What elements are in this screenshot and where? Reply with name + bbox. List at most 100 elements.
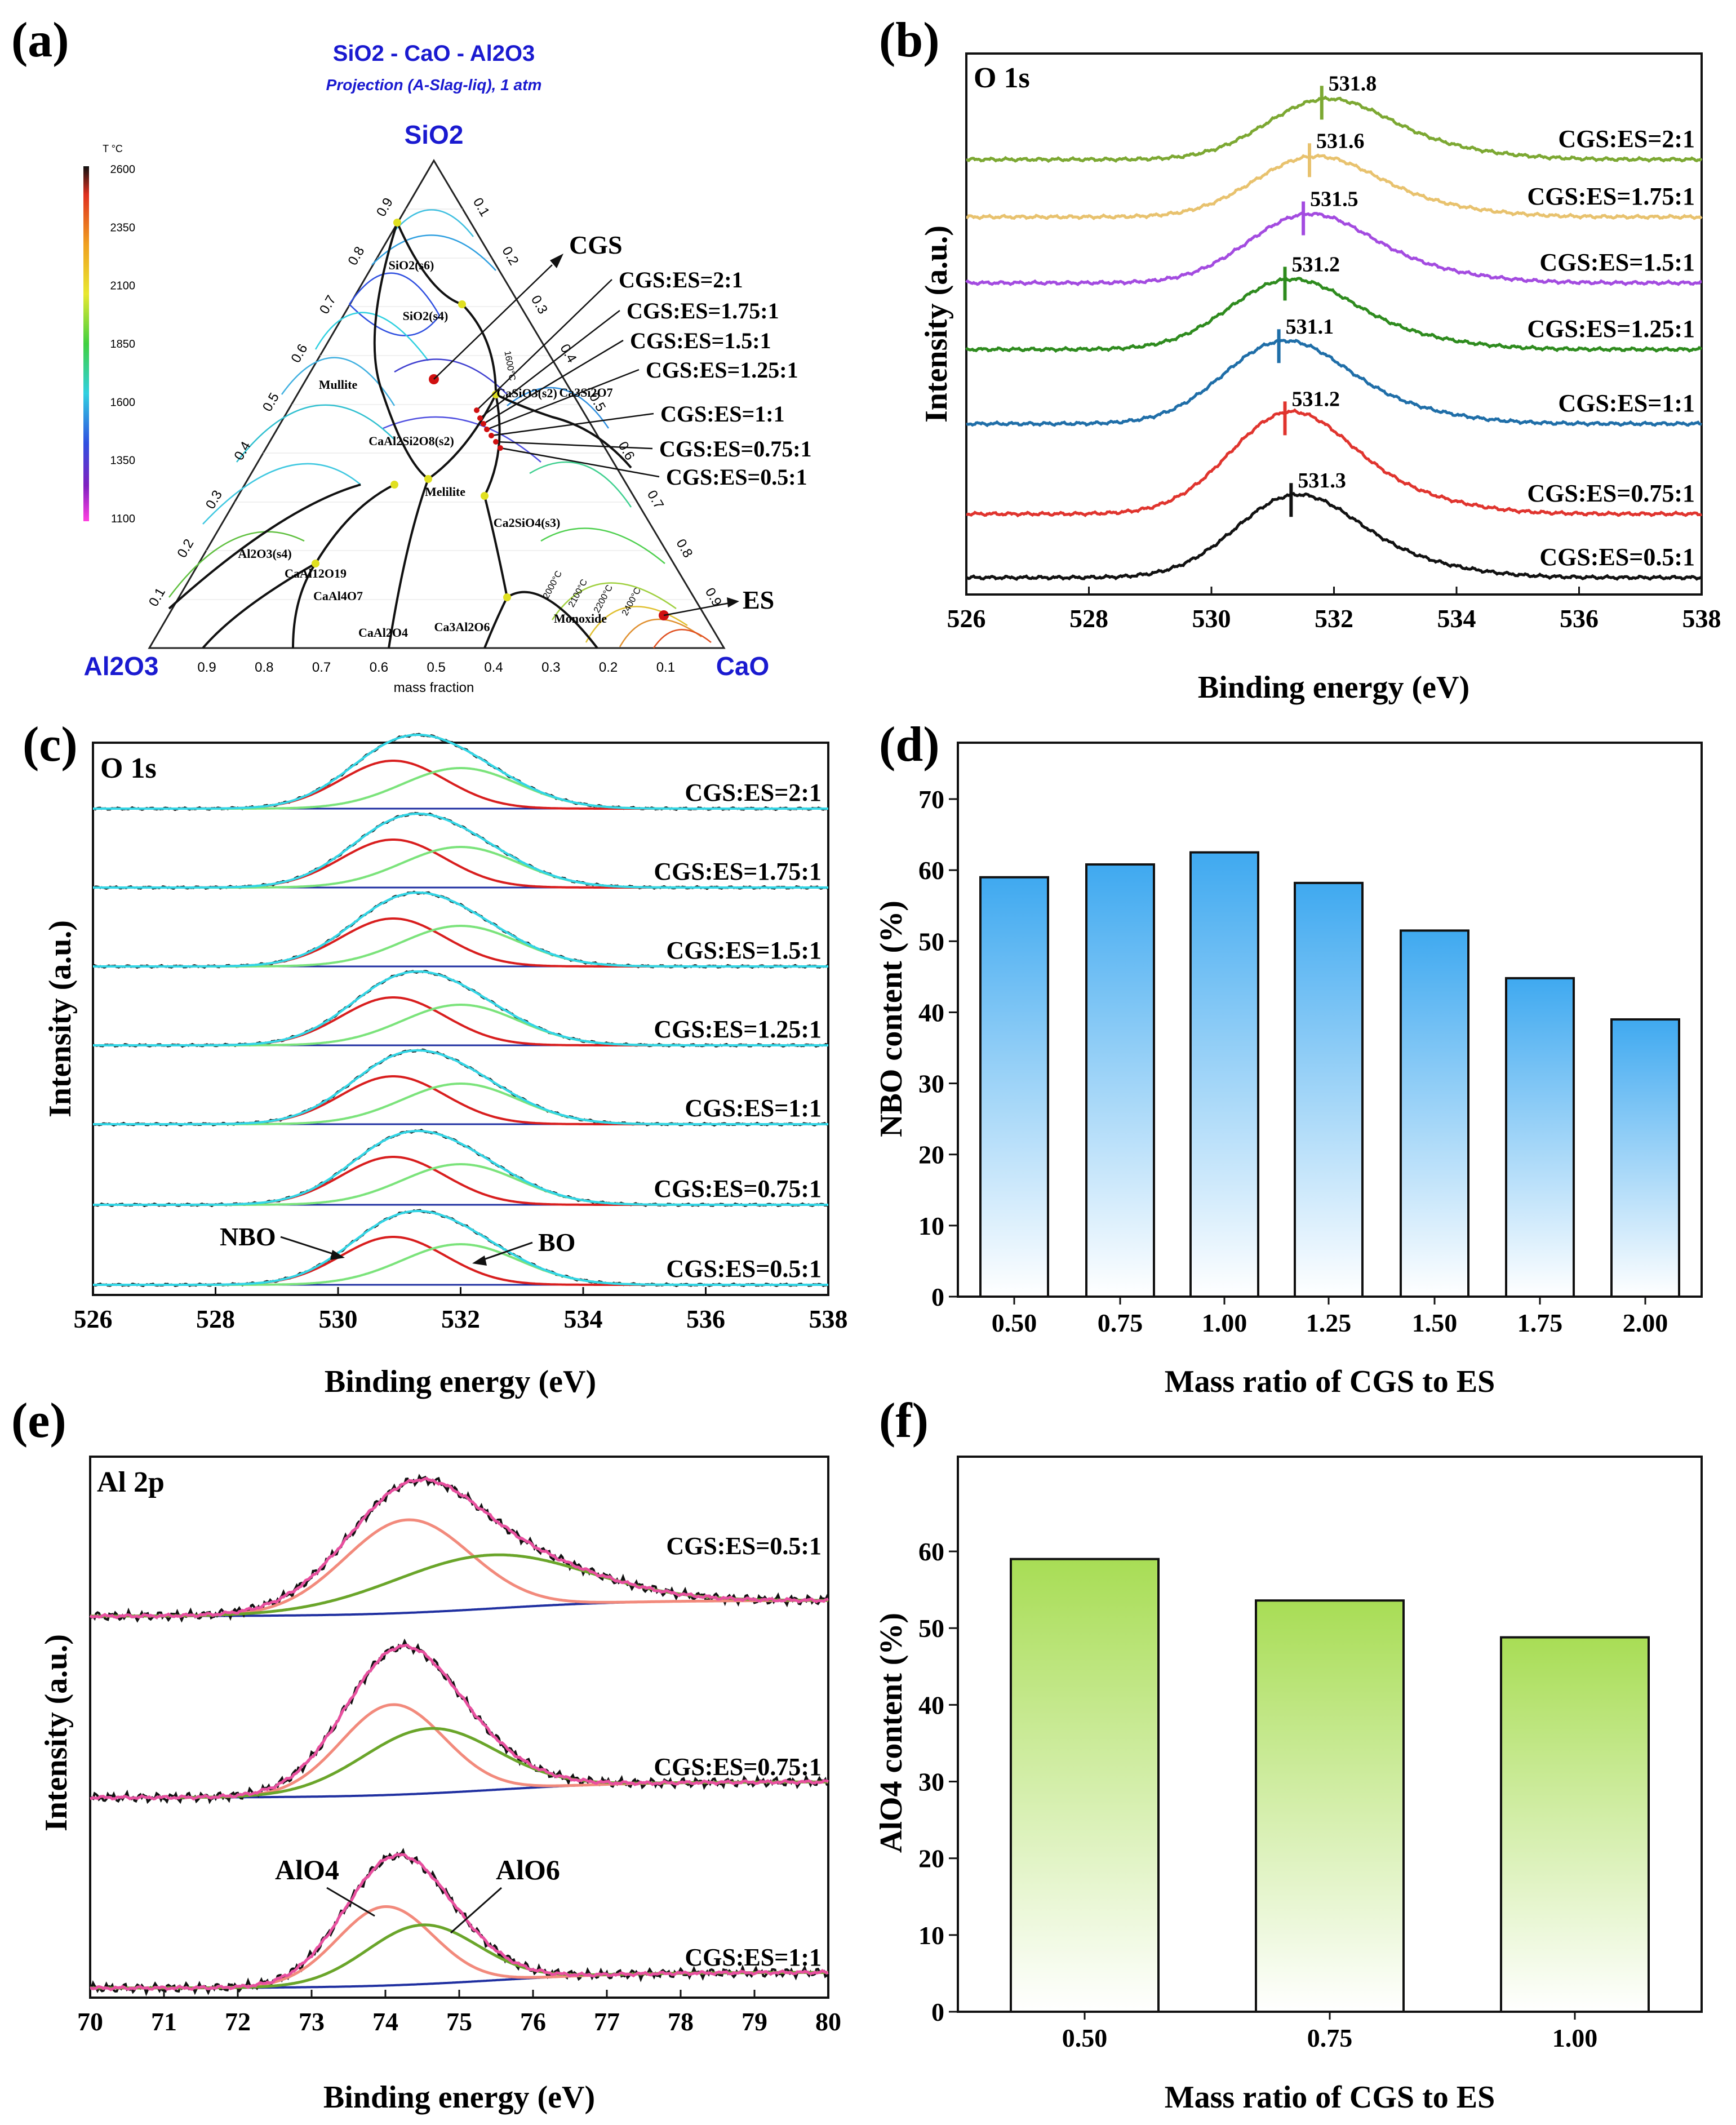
panel-b-series-curve — [965, 211, 1702, 286]
isotherm-label: 1600°C — [502, 350, 517, 381]
ratio-label: CGS:ES=1.75:1 — [627, 298, 779, 323]
panel-e-raw-curve — [90, 1474, 829, 1623]
ratio-point — [477, 415, 483, 421]
panel-b-xlabel: Binding energy (eV) — [1198, 670, 1469, 705]
panel-b-ylabel: Intensity (a.u.) — [919, 225, 954, 423]
es-arrowhead — [727, 597, 739, 607]
alo4-arrow — [326, 1887, 375, 1917]
ternary-left-tick: 0.9 — [374, 196, 396, 219]
panel-f-ytick-label: 10 — [918, 1921, 944, 1950]
panel-d-xtick-label: 1.50 — [1412, 1308, 1458, 1337]
panel-c-xtick-label: 538 — [809, 1305, 848, 1333]
panel-b-series-label: CGS:ES=0.5:1 — [1539, 543, 1695, 571]
isotherm-label: 2000°C — [541, 569, 564, 600]
panel-c-xtick-label: 532 — [441, 1305, 480, 1333]
ratio-point — [474, 407, 479, 413]
ratio-label: CGS:ES=1.5:1 — [630, 328, 771, 353]
panel-f-axes: 0.50 0.75 1.00 0 10 20 30 40 50 60 — [918, 1537, 1597, 2052]
colorbar-ticks: 2600 2350 2100 1850 1600 1350 1100 — [110, 163, 136, 525]
panel-e-label: (e) — [11, 1394, 66, 1448]
ternary-right-tick: 0.8 — [673, 536, 695, 560]
panel-f-label: (f) — [879, 1394, 929, 1448]
ratio-point — [484, 427, 490, 432]
panel-c-curves: CGS:ES=2:1 CGS:ES=1.75:1 CGS:ES=1.5:1 CGS:E… — [92, 733, 829, 1288]
panel-d-ytick-label: 50 — [918, 927, 944, 956]
panel-b-series-label: CGS:ES=0.75:1 — [1527, 480, 1695, 507]
alo4-label: AlO4 — [275, 1854, 339, 1886]
vertex-al2o3-label: Al2O3 — [84, 651, 159, 681]
ternary-left-tick: 0.8 — [345, 244, 367, 268]
panel-d-ytick-label: 60 — [918, 856, 944, 885]
panel-b-xtick-label: 530 — [1192, 604, 1231, 633]
ternary-left-tick: 0.5 — [260, 391, 282, 414]
ternary-right-tick: 0.3 — [528, 293, 550, 317]
phase-label: SiO2(s6) — [389, 258, 434, 272]
panel-f-ytick-label: 30 — [918, 1768, 944, 1796]
phase-label: Al2O3(s4) — [238, 547, 291, 561]
panel-b-peak-label: 531.1 — [1286, 315, 1334, 339]
panel-d-bar — [1085, 863, 1155, 1298]
panel-d-bars — [979, 851, 1680, 1298]
panel-e-xtick-label: 74 — [372, 2007, 398, 2036]
panel-c-envelope-curve — [93, 891, 828, 968]
panel-c-series-label: CGS:ES=1.25:1 — [654, 1015, 822, 1043]
panel-b-series-label: CGS:ES=1:1 — [1558, 389, 1695, 417]
panel-f-xtick-label: 0.50 — [1062, 2024, 1108, 2052]
invariant-points — [312, 219, 511, 601]
panel-b-series-curve — [966, 491, 1702, 581]
ternary-bottom-tick: 0.5 — [427, 660, 446, 675]
panel-f-xlabel: Mass ratio of CGS to ES — [1165, 2080, 1495, 2115]
ratio-arrow — [500, 447, 660, 478]
panel-b-series-label: CGS:ES=2:1 — [1558, 125, 1695, 153]
panel-d-ytick-label: 40 — [918, 998, 944, 1027]
panel-a: (a) SiO2 - CaO - Al2O3 Projection (A-Sla… — [11, 13, 812, 695]
ratio-label: CGS:ES=1.25:1 — [646, 357, 798, 383]
panel-f-bar — [1500, 1636, 1650, 2013]
panel-d-ytick-label: 0 — [931, 1283, 944, 1311]
colorbar-tick-label: 2600 — [110, 163, 136, 176]
panel-c-series-label: CGS:ES=1.75:1 — [654, 858, 822, 885]
panel-c-xtick-label: 534 — [564, 1305, 603, 1333]
phase-label: Mullite — [319, 378, 358, 392]
ternary-diagram — [148, 159, 726, 649]
panel-b-xtick-label: 534 — [1437, 604, 1476, 633]
ternary-left-tick: 0.3 — [203, 488, 225, 512]
ternary-right-tick: 0.7 — [644, 488, 667, 512]
ratio-point — [493, 439, 499, 445]
panel-d-bar — [1400, 929, 1469, 1298]
panel-f: (f) 0.50 0.75 1.00 0 10 20 30 40 50 60 Mass ratio… — [874, 1394, 1703, 2115]
panel-d-bar — [1610, 1018, 1680, 1298]
panel-f-ylabel: AlO4 content (%) — [874, 1613, 909, 1853]
panel-d-xtick-label: 1.25 — [1306, 1308, 1352, 1337]
phase-label: Monoxide — [554, 611, 607, 625]
ternary-left-tick: 0.6 — [288, 341, 310, 365]
ternary-bottom-tick: 0.8 — [255, 660, 273, 675]
panel-e-series-label: CGS:ES=1:1 — [685, 1944, 822, 1971]
ternary-axis-caption: mass fraction — [394, 680, 474, 695]
panel-d-bar — [1294, 881, 1364, 1298]
cgs-arrow — [433, 264, 553, 380]
colorbar-tick-label: 1850 — [110, 338, 136, 351]
panel-d-ylabel: NBO content (%) — [874, 900, 909, 1137]
panel-f-ytick-label: 20 — [918, 1844, 944, 1873]
panel-b-peak-label: 531.2 — [1292, 387, 1340, 411]
phase-label: Melilite — [425, 485, 465, 499]
colorbar-tick-label: 1350 — [110, 455, 136, 467]
panel-d-ytick-label: 10 — [918, 1212, 944, 1240]
ternary-bottom-tick: 0.9 — [197, 660, 216, 675]
panel-c-tag: O 1s — [100, 752, 157, 784]
panel-f-xtick-label: 0.75 — [1307, 2024, 1353, 2052]
panel-c-envelope-curve — [93, 1210, 828, 1286]
panel-d-ytick-label: 70 — [918, 785, 944, 814]
panel-b-xtick-label: 538 — [1682, 604, 1721, 633]
ratio-arrow — [495, 441, 653, 450]
panel-b-xtick-label: 528 — [1069, 604, 1108, 633]
panel-b-series-label: CGS:ES=1.25:1 — [1527, 315, 1695, 343]
es-label: ES — [743, 585, 774, 614]
panel-c-xtick-label: 530 — [319, 1305, 358, 1333]
panel-b: (b) O 1s 531.8 CGS:ES=2:1 531.6 CGS:ES=1.75… — [879, 13, 1721, 705]
panel-b-peak-label: 531.5 — [1310, 188, 1358, 211]
panel-e-xticks: 70 71 72 73 74 75 76 77 78 79 80 — [77, 1990, 841, 2036]
panel-e-curves: CGS:ES=0.5:1 CGS:ES=0.75:1 CGS:ES=1:1 — [89, 1474, 829, 1997]
